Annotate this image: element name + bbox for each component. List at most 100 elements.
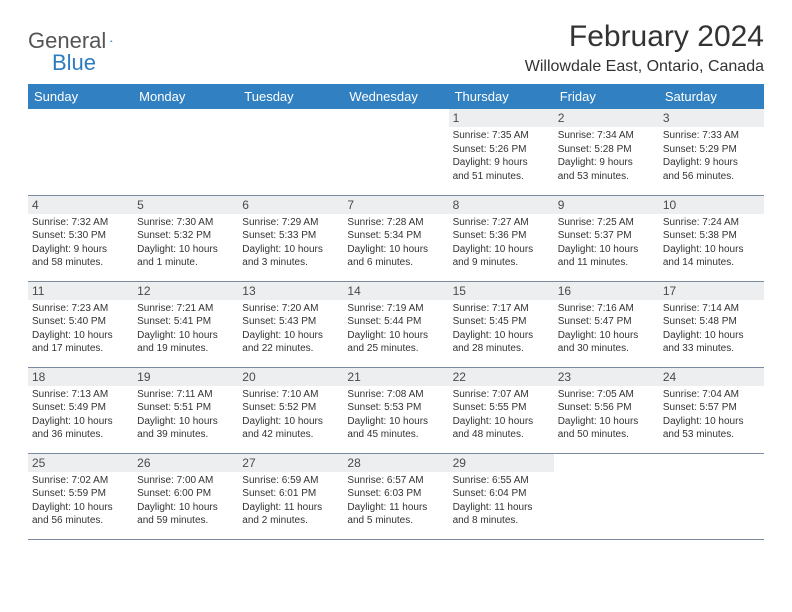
sunrise-text: Sunrise: 7:20 AM (242, 302, 339, 316)
daylight-text: Daylight: 10 hours (558, 243, 655, 257)
day-number: 16 (554, 282, 659, 300)
day-number: 10 (659, 196, 764, 214)
day-number: 20 (238, 368, 343, 386)
day-details: Sunrise: 7:33 AMSunset: 5:29 PMDaylight:… (659, 127, 764, 187)
sunrise-text: Sunrise: 7:27 AM (453, 216, 550, 230)
weekday-header: Tuesday (238, 84, 343, 109)
day-details: Sunrise: 7:32 AMSunset: 5:30 PMDaylight:… (28, 214, 133, 274)
day-cell: 9Sunrise: 7:25 AMSunset: 5:37 PMDaylight… (554, 195, 659, 281)
daylight-text: and 53 minutes. (663, 428, 760, 442)
day-number: 17 (659, 282, 764, 300)
daylight-text: Daylight: 10 hours (137, 329, 234, 343)
sunset-text: Sunset: 5:45 PM (453, 315, 550, 329)
daylight-text: Daylight: 10 hours (453, 329, 550, 343)
day-number: 12 (133, 282, 238, 300)
sunrise-text: Sunrise: 7:07 AM (453, 388, 550, 402)
day-details: Sunrise: 7:20 AMSunset: 5:43 PMDaylight:… (238, 300, 343, 360)
sunrise-text: Sunrise: 7:08 AM (347, 388, 444, 402)
sunrise-text: Sunrise: 7:30 AM (137, 216, 234, 230)
day-cell: 16Sunrise: 7:16 AMSunset: 5:47 PMDayligh… (554, 281, 659, 367)
sunrise-text: Sunrise: 7:05 AM (558, 388, 655, 402)
daylight-text: and 6 minutes. (347, 256, 444, 270)
day-details: Sunrise: 7:08 AMSunset: 5:53 PMDaylight:… (343, 386, 448, 446)
sunrise-text: Sunrise: 7:10 AM (242, 388, 339, 402)
daylight-text: and 11 minutes. (558, 256, 655, 270)
sunset-text: Sunset: 5:30 PM (32, 229, 129, 243)
sunset-text: Sunset: 5:29 PM (663, 143, 760, 157)
day-number: 8 (449, 196, 554, 214)
daylight-text: Daylight: 10 hours (137, 243, 234, 257)
sunset-text: Sunset: 5:48 PM (663, 315, 760, 329)
daylight-text: and 9 minutes. (453, 256, 550, 270)
sunrise-text: Sunrise: 7:21 AM (137, 302, 234, 316)
sunrise-text: Sunrise: 7:28 AM (347, 216, 444, 230)
calendar-row: 25Sunrise: 7:02 AMSunset: 5:59 PMDayligh… (28, 453, 764, 539)
day-details: Sunrise: 7:07 AMSunset: 5:55 PMDaylight:… (449, 386, 554, 446)
day-details: Sunrise: 7:27 AMSunset: 5:36 PMDaylight:… (449, 214, 554, 274)
daylight-text: Daylight: 10 hours (453, 243, 550, 257)
daylight-text: Daylight: 10 hours (32, 501, 129, 515)
sunset-text: Sunset: 5:57 PM (663, 401, 760, 415)
day-cell: 20Sunrise: 7:10 AMSunset: 5:52 PMDayligh… (238, 367, 343, 453)
day-cell: 7Sunrise: 7:28 AMSunset: 5:34 PMDaylight… (343, 195, 448, 281)
day-details: Sunrise: 7:34 AMSunset: 5:28 PMDaylight:… (554, 127, 659, 187)
day-details: Sunrise: 6:55 AMSunset: 6:04 PMDaylight:… (449, 472, 554, 532)
sunrise-text: Sunrise: 7:35 AM (453, 129, 550, 143)
sunrise-text: Sunrise: 7:04 AM (663, 388, 760, 402)
calendar-row: 4Sunrise: 7:32 AMSunset: 5:30 PMDaylight… (28, 195, 764, 281)
sunrise-text: Sunrise: 7:11 AM (137, 388, 234, 402)
day-number: 7 (343, 196, 448, 214)
day-details: Sunrise: 7:04 AMSunset: 5:57 PMDaylight:… (659, 386, 764, 446)
sail-icon (110, 32, 113, 50)
daylight-text: Daylight: 10 hours (32, 329, 129, 343)
calendar-row: 1Sunrise: 7:35 AMSunset: 5:26 PMDaylight… (28, 109, 764, 195)
day-number: 28 (343, 454, 448, 472)
sunset-text: Sunset: 5:59 PM (32, 487, 129, 501)
day-number: 27 (238, 454, 343, 472)
empty-cell (554, 453, 659, 539)
day-details: Sunrise: 7:19 AMSunset: 5:44 PMDaylight:… (343, 300, 448, 360)
header: General Blue February 2024 Willowdale Ea… (28, 20, 764, 76)
sunset-text: Sunset: 5:32 PM (137, 229, 234, 243)
day-number: 1 (449, 109, 554, 127)
daylight-text: and 33 minutes. (663, 342, 760, 356)
day-details: Sunrise: 7:30 AMSunset: 5:32 PMDaylight:… (133, 214, 238, 274)
weekday-header: Monday (133, 84, 238, 109)
daylight-text: Daylight: 10 hours (663, 415, 760, 429)
brand-logo: General Blue (28, 28, 130, 54)
day-number: 23 (554, 368, 659, 386)
day-cell: 2Sunrise: 7:34 AMSunset: 5:28 PMDaylight… (554, 109, 659, 195)
sunrise-text: Sunrise: 7:32 AM (32, 216, 129, 230)
sunset-text: Sunset: 5:28 PM (558, 143, 655, 157)
sunset-text: Sunset: 6:00 PM (137, 487, 234, 501)
day-cell: 10Sunrise: 7:24 AMSunset: 5:38 PMDayligh… (659, 195, 764, 281)
sunrise-text: Sunrise: 7:33 AM (663, 129, 760, 143)
day-cell: 17Sunrise: 7:14 AMSunset: 5:48 PMDayligh… (659, 281, 764, 367)
weekday-header: Wednesday (343, 84, 448, 109)
empty-cell (238, 109, 343, 195)
daylight-text: and 56 minutes. (32, 514, 129, 528)
sunrise-text: Sunrise: 7:23 AM (32, 302, 129, 316)
day-details: Sunrise: 7:13 AMSunset: 5:49 PMDaylight:… (28, 386, 133, 446)
day-number: 5 (133, 196, 238, 214)
day-details: Sunrise: 7:14 AMSunset: 5:48 PMDaylight:… (659, 300, 764, 360)
daylight-text: and 42 minutes. (242, 428, 339, 442)
sunset-text: Sunset: 5:37 PM (558, 229, 655, 243)
sunrise-text: Sunrise: 7:19 AM (347, 302, 444, 316)
calendar-body: 1Sunrise: 7:35 AMSunset: 5:26 PMDaylight… (28, 109, 764, 539)
day-cell: 14Sunrise: 7:19 AMSunset: 5:44 PMDayligh… (343, 281, 448, 367)
day-cell: 13Sunrise: 7:20 AMSunset: 5:43 PMDayligh… (238, 281, 343, 367)
daylight-text: and 22 minutes. (242, 342, 339, 356)
day-details: Sunrise: 7:25 AMSunset: 5:37 PMDaylight:… (554, 214, 659, 274)
day-number: 24 (659, 368, 764, 386)
daylight-text: and 1 minute. (137, 256, 234, 270)
day-cell: 22Sunrise: 7:07 AMSunset: 5:55 PMDayligh… (449, 367, 554, 453)
brand-part2: Blue (52, 50, 96, 76)
day-number: 4 (28, 196, 133, 214)
sunrise-text: Sunrise: 7:25 AM (558, 216, 655, 230)
daylight-text: Daylight: 10 hours (347, 329, 444, 343)
day-details: Sunrise: 7:35 AMSunset: 5:26 PMDaylight:… (449, 127, 554, 187)
day-cell: 1Sunrise: 7:35 AMSunset: 5:26 PMDaylight… (449, 109, 554, 195)
empty-cell (28, 109, 133, 195)
day-number: 21 (343, 368, 448, 386)
